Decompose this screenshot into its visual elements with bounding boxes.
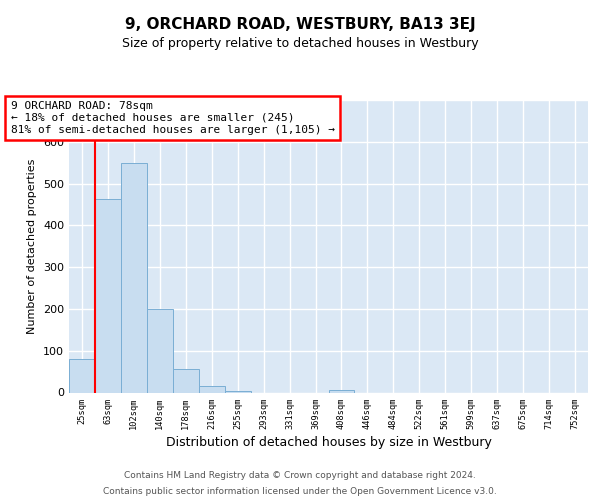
Bar	[95, 199, 121, 392]
Text: 9 ORCHARD ROAD: 78sqm
← 18% of detached houses are smaller (245)
81% of semi-det: 9 ORCHARD ROAD: 78sqm ← 18% of detached …	[11, 102, 335, 134]
Bar	[329, 390, 355, 392]
Text: Contains public sector information licensed under the Open Government Licence v3: Contains public sector information licen…	[103, 486, 497, 496]
Bar	[147, 309, 173, 392]
Bar	[69, 359, 95, 392]
Bar	[199, 386, 224, 392]
Bar	[173, 368, 199, 392]
Y-axis label: Number of detached properties: Number of detached properties	[28, 158, 37, 334]
Bar	[225, 391, 251, 392]
Text: Size of property relative to detached houses in Westbury: Size of property relative to detached ho…	[122, 38, 478, 51]
Bar	[121, 162, 147, 392]
Text: 9, ORCHARD ROAD, WESTBURY, BA13 3EJ: 9, ORCHARD ROAD, WESTBURY, BA13 3EJ	[125, 18, 475, 32]
Text: Distribution of detached houses by size in Westbury: Distribution of detached houses by size …	[166, 436, 492, 449]
Text: Contains HM Land Registry data © Crown copyright and database right 2024.: Contains HM Land Registry data © Crown c…	[124, 472, 476, 480]
